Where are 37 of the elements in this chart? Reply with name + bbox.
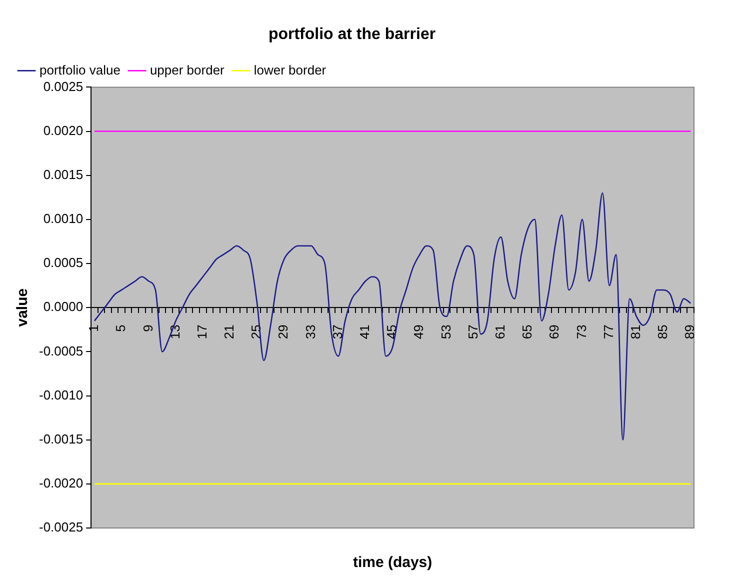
x-tick-label: 37 [330, 324, 345, 340]
x-tick-label: 53 [438, 324, 454, 340]
y-axis-title: value [14, 288, 32, 327]
y-tick-label: 0.0005 [43, 255, 84, 270]
y-tick-label: -0.0025 [38, 520, 84, 535]
x-tick-label: 49 [411, 324, 426, 340]
y-tick-label: 0.0015 [43, 166, 84, 182]
x-tick-label: 69 [546, 324, 562, 340]
y-tick-label: -0.0005 [38, 343, 84, 358]
y-tick-label: -0.0010 [38, 387, 84, 402]
legend-label: portfolio value [40, 62, 120, 78]
y-tick-label: -0.0020 [38, 476, 84, 490]
x-tick-label: 77 [600, 324, 616, 340]
x-tick-label: 21 [222, 324, 237, 340]
y-tick-label: 0.0000 [43, 299, 84, 314]
y-tick-label: 0.0025 [43, 78, 84, 94]
x-tick-label: 41 [357, 324, 372, 340]
x-tick-label: 57 [465, 324, 480, 340]
x-tick-label: 89 [682, 324, 698, 340]
y-tick-label: 0.0020 [43, 122, 84, 138]
x-tick-label: 85 [655, 324, 670, 340]
y-tick-label: -0.0015 [38, 431, 84, 446]
x-tick-label: 9 [140, 324, 156, 332]
x-tick-label: 17 [194, 324, 210, 340]
legend-label: lower border [254, 62, 327, 78]
chart-title: portfolio at the barrier [268, 26, 436, 44]
x-tick-label: 5 [113, 324, 128, 332]
x-tick-label: 65 [520, 324, 535, 340]
x-tick-label: 45 [384, 324, 400, 340]
x-tick-label: 61 [492, 324, 508, 340]
legend-label: upper border [150, 62, 226, 78]
x-axis-title: time (days) [352, 554, 432, 572]
x-tick-label: 29 [276, 324, 291, 340]
y-tick-label: 0.0010 [43, 211, 84, 226]
x-tick-label: 33 [302, 324, 318, 340]
x-tick-label: 81 [628, 324, 643, 340]
x-tick-label: 73 [574, 324, 589, 340]
